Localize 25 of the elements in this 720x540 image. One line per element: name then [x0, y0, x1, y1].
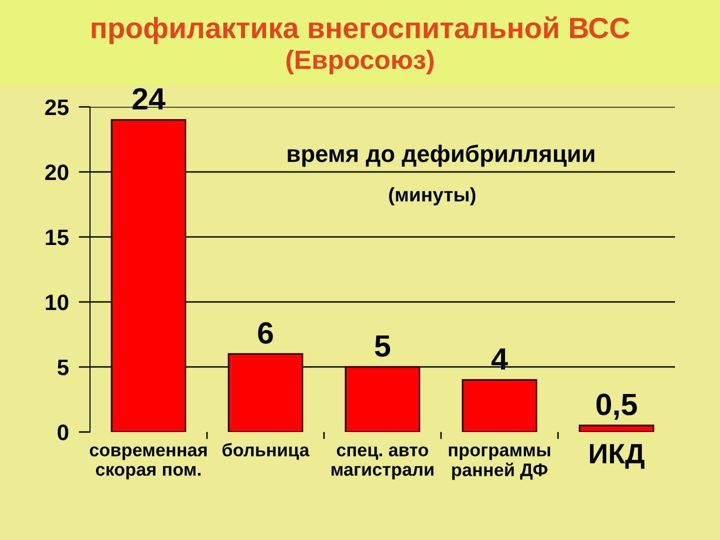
x-tick-label: ИКД — [590, 444, 644, 469]
data-label: 0,5 — [596, 394, 637, 420]
y-tick-label: 10 — [46, 294, 68, 310]
bar — [578, 424, 654, 432]
bar — [462, 379, 538, 432]
bar — [344, 366, 420, 432]
chart-title: профилактика внегоспитальной ВСС — [92, 16, 630, 44]
x-tick-label: современная скорая пом. — [90, 446, 207, 480]
x-tick-label: спец. авто магистрали — [332, 446, 434, 480]
bar — [228, 353, 304, 432]
annotation: время до дефибрилляции — [288, 144, 594, 167]
annotation: (минуты) — [389, 187, 476, 206]
y-tick-label: 20 — [45, 164, 68, 180]
y-tick-label: 15 — [46, 230, 69, 246]
y-tick-label: 0 — [58, 424, 68, 440]
x-tick-label: программы ранней ДФ — [448, 446, 550, 480]
chart-subtitle: (Евросоюз) — [286, 50, 434, 74]
bar — [110, 119, 186, 432]
y-tick-label: 25 — [45, 99, 69, 116]
data-label: 5 — [374, 335, 390, 357]
data-label: 24 — [132, 88, 166, 110]
data-label: 4 — [491, 348, 508, 370]
x-tick-label: больница — [222, 442, 310, 460]
data-label: 6 — [258, 322, 273, 344]
y-tick-label: 5 — [57, 360, 69, 376]
